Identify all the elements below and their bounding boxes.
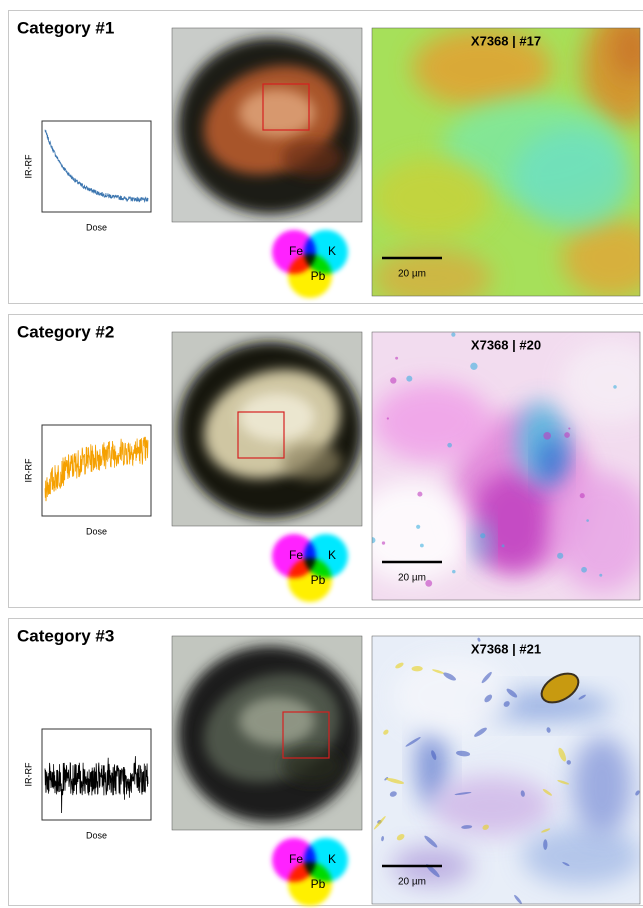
- y-axis-label: IR-RF: [23, 458, 33, 482]
- map-feature: [372, 382, 492, 462]
- map-feature: [387, 417, 389, 419]
- legend-label: K: [328, 852, 336, 866]
- map-feature: [580, 493, 585, 498]
- micrograph-highlight: [239, 697, 315, 745]
- legend-label: Pb: [311, 269, 326, 283]
- map-feature: [613, 385, 617, 389]
- map-feature: [480, 533, 485, 538]
- scale-label: 20 µm: [398, 877, 426, 888]
- element-map: [352, 332, 643, 600]
- map-feature: [395, 357, 398, 360]
- panel: Category #1 IR-RF Dose Fe KPb X7368 | #17 20 µ…: [9, 8, 643, 308]
- map-feature: [417, 492, 422, 497]
- color-legend: [272, 230, 348, 298]
- micrograph-shade: [282, 140, 342, 176]
- map-feature: [599, 574, 602, 577]
- color-legend: [272, 534, 348, 602]
- x-axis-label: Dose: [86, 222, 107, 232]
- map-feature: [474, 522, 490, 562]
- map-feature: [392, 656, 512, 736]
- panel-title: Category #3: [17, 626, 114, 645]
- map-feature: [581, 567, 587, 573]
- map-feature: [390, 377, 396, 383]
- legend-label: Pb: [311, 573, 326, 587]
- map-label: X7368 | #20: [471, 337, 541, 352]
- map-label: X7368 | #21: [471, 641, 541, 656]
- map-feature: [425, 580, 432, 587]
- map-feature: [406, 376, 412, 382]
- legend-label: Pb: [311, 877, 326, 891]
- panel: Category #2 IR-RF Dose Fe KPb X7368 | #20 20 µ…: [9, 315, 643, 608]
- map-feature: [369, 537, 375, 543]
- panel: Category #3 IR-RF Dose Fe KPb X7368 | #21 20 µ…: [9, 603, 643, 906]
- x-axis-label: Dose: [86, 526, 107, 536]
- panel-title: Category #1: [17, 18, 114, 37]
- plot-frame: [42, 121, 151, 212]
- legend-label: K: [328, 244, 336, 258]
- map-feature: [512, 128, 632, 228]
- legend-label: Fe: [289, 244, 303, 258]
- y-axis-label: IR-RF: [23, 154, 33, 178]
- map-feature: [502, 544, 505, 547]
- figure: Category #1IR-RFDoseFeKPbX7368 | #1720 µ…: [0, 0, 643, 908]
- micrograph-shade: [282, 748, 342, 784]
- map-feature: [420, 544, 424, 548]
- map-feature: [540, 437, 564, 487]
- color-legend: [272, 838, 348, 906]
- scale-label: 20 µm: [398, 573, 426, 584]
- map-feature: [372, 158, 492, 238]
- map-feature: [568, 427, 570, 429]
- map-feature: [543, 432, 551, 440]
- map-feature: [416, 525, 420, 529]
- micrograph-highlight: [239, 393, 315, 441]
- map-label: X7368 | #17: [471, 33, 541, 48]
- map-feature: [352, 482, 472, 582]
- panel-title: Category #2: [17, 322, 114, 341]
- micrograph: [172, 636, 362, 830]
- y-axis-label: IR-RF: [23, 762, 33, 786]
- map-feature: [564, 432, 570, 438]
- map-feature: [382, 541, 385, 544]
- map-feature: [586, 519, 589, 522]
- scale-label: 20 µm: [398, 269, 426, 280]
- micrograph-shade: [282, 444, 342, 480]
- legend-label: K: [328, 548, 336, 562]
- micrograph: [172, 332, 362, 526]
- map-feature: [572, 736, 632, 836]
- map-feature: [557, 553, 563, 559]
- map-feature: [499, 603, 516, 614]
- map-feature: [470, 363, 477, 370]
- legend-label: Fe: [289, 852, 303, 866]
- map-feature: [432, 776, 552, 836]
- map-feature: [451, 333, 455, 337]
- map-feature: [452, 570, 456, 574]
- element-map: [372, 8, 643, 308]
- map-feature: [522, 826, 642, 886]
- map-feature: [447, 443, 452, 448]
- x-axis-label: Dose: [86, 830, 107, 840]
- micrograph: [172, 28, 362, 222]
- legend-label: Fe: [289, 548, 303, 562]
